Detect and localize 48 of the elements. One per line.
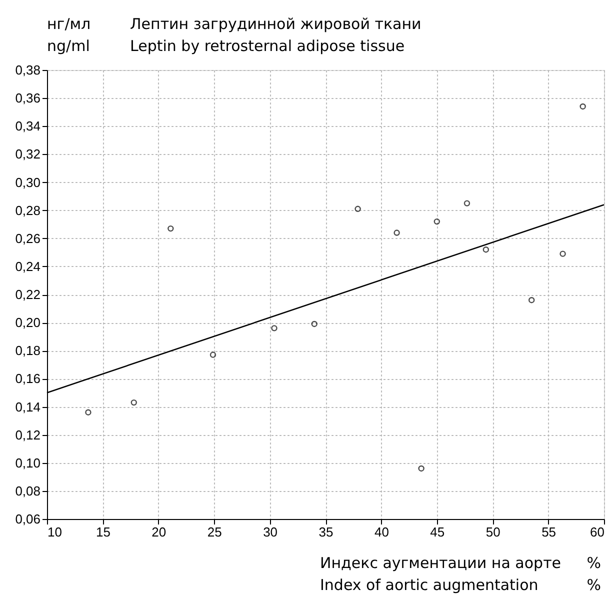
point bbox=[168, 225, 174, 232]
y-tick-label: 0,24 bbox=[15, 258, 40, 274]
y-tick-label: 0,10 bbox=[15, 455, 40, 470]
point bbox=[418, 465, 424, 472]
point bbox=[464, 200, 470, 206]
x-tick-label: 45 bbox=[430, 524, 445, 540]
x-tick-label: 25 bbox=[207, 524, 222, 540]
y-axis-title: нг/мл ng/ml bbox=[47, 15, 91, 55]
x-tick-label: 15 bbox=[96, 524, 110, 540]
y-tick-label: 0,22 bbox=[15, 287, 40, 302]
y-tick-label: 0,32 bbox=[15, 146, 40, 162]
x-tick-label: 50 bbox=[486, 524, 500, 540]
y-tick-label: 0,16 bbox=[15, 371, 40, 386]
point bbox=[482, 246, 490, 253]
y-tick-label: 0,26 bbox=[15, 230, 40, 246]
point bbox=[311, 320, 318, 328]
point bbox=[210, 352, 216, 358]
chart-title: Лептин загрудинной жировой ткани Leptin by retrosternal adipose tissue bbox=[130, 15, 422, 55]
x-tick-label: 10 bbox=[48, 524, 62, 540]
x-tick-label: 40 bbox=[374, 524, 389, 540]
point bbox=[580, 103, 586, 110]
y-tick-label: 0,30 bbox=[15, 174, 40, 190]
x-tick-label: 60 bbox=[590, 524, 604, 540]
y-tick-label: 0,18 bbox=[15, 343, 40, 358]
text: % bbox=[586, 554, 601, 572]
point bbox=[85, 409, 92, 416]
x-tick-label: 35 bbox=[318, 524, 334, 540]
y-tick-label: 0,36 bbox=[15, 90, 40, 106]
point bbox=[560, 250, 566, 257]
x-tick-label: 30 bbox=[263, 524, 278, 540]
x-tick-label: 55 bbox=[542, 524, 556, 540]
point bbox=[271, 325, 278, 332]
point bbox=[434, 218, 440, 225]
y-tick-label: 0,06 bbox=[15, 512, 40, 526]
y-tick-label: 0,28 bbox=[15, 202, 40, 218]
y-tick-label: 0,34 bbox=[15, 118, 40, 134]
y-tick-label: 0,38 bbox=[15, 62, 40, 78]
x-tick-label: 20 bbox=[152, 524, 166, 540]
y-tick-label: 0,12 bbox=[15, 427, 40, 442]
point bbox=[528, 297, 535, 304]
point bbox=[354, 206, 361, 212]
y-tick-label: 0,08 bbox=[15, 483, 40, 498]
x-axis-title: Индекс аугментации на аорте Index of aortic augmentation bbox=[320, 554, 562, 594]
text: % bbox=[586, 576, 601, 594]
y-tick-label: 0,20 bbox=[15, 315, 40, 330]
y-tick-label: 0,14 bbox=[15, 399, 40, 414]
point bbox=[130, 399, 137, 406]
point bbox=[394, 230, 400, 236]
